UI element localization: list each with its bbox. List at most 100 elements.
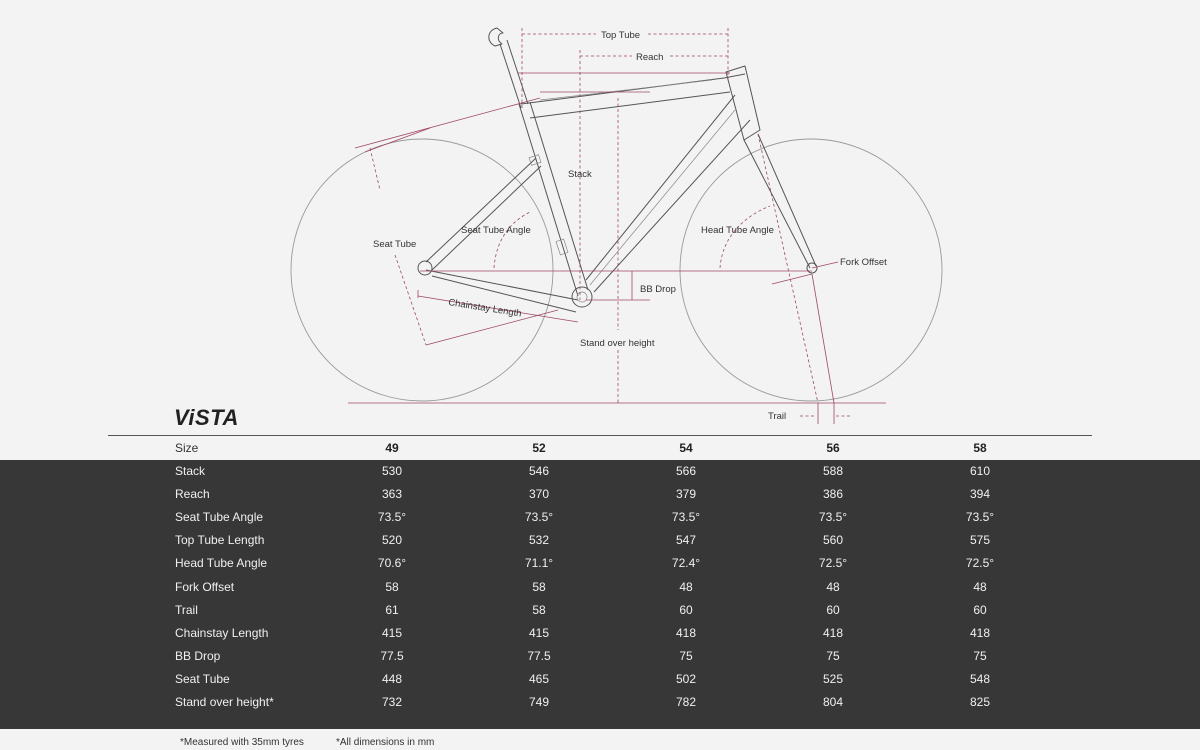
label-trail: Trail (768, 411, 786, 422)
table-row: Stand over height* 732 749 782 804 825 (0, 691, 1200, 714)
cell-value: 502 (675, 671, 697, 686)
footnote-units: *All dimensions in mm (336, 737, 435, 748)
cell-value: 548 (969, 671, 991, 686)
table-row: BB Drop 77.5 77.5 75 75 75 (0, 645, 1200, 668)
dimension-lines (354, 28, 852, 424)
table-row: Chainstay Length 415 415 418 418 418 (0, 622, 1200, 645)
label-stand-over-height: Stand over height (580, 338, 655, 349)
row-label: Seat Tube (175, 671, 230, 686)
header-size-56: 56 (826, 441, 840, 455)
geometry-table: Size 49 52 54 56 58 Stack 530 546 566 588 610… (0, 437, 1200, 730)
cell-value: 73.5° (965, 510, 995, 525)
cell-value: 415 (528, 625, 550, 640)
cell-value: 418 (675, 625, 697, 640)
table-row: Trail 61 58 60 60 60 (0, 599, 1200, 622)
table-row: Top Tube Length 520 532 547 560 575 (0, 529, 1200, 552)
geometry-diagram: Top Tube Reach Stack Seat Tube Seat Tube… (290, 27, 943, 424)
cell-value: 394 (969, 487, 991, 502)
cell-value: 804 (822, 695, 844, 710)
cell-value: 70.6° (377, 556, 407, 571)
label-reach: Reach (636, 52, 663, 63)
header-size-label: Size (175, 441, 199, 455)
cell-value: 61 (385, 602, 399, 617)
table-body: Stack 530 546 566 588 610 Reach 363 370 379 386 394… (0, 460, 1200, 730)
label-fork-offset: Fork Offset (840, 257, 887, 268)
row-label: Trail (175, 602, 198, 617)
cell-value: 465 (528, 671, 550, 686)
label-chainstay-length: Chainstay Length (448, 297, 523, 319)
cell-value: 560 (822, 533, 844, 548)
row-label: BB Drop (175, 648, 221, 663)
cell-value: 448 (381, 671, 403, 686)
cell-value: 77.5 (380, 648, 404, 663)
cell-value: 588 (822, 464, 844, 479)
cell-value: 77.5 (527, 648, 551, 663)
cell-value: 418 (969, 625, 991, 640)
row-label: Fork Offset (175, 579, 235, 594)
table-header-row: Size 49 52 54 56 58 (0, 437, 1200, 461)
cell-value: 415 (381, 625, 403, 640)
cell-value: 73.5° (671, 510, 701, 525)
cell-value: 75 (826, 648, 840, 663)
label-seat-tube: Seat Tube (373, 239, 416, 250)
header-size-54: 54 (679, 441, 693, 455)
table-row: Reach 363 370 379 386 394 (0, 483, 1200, 506)
table-row: Seat Tube 448 465 502 525 548 (0, 668, 1200, 691)
row-label: Seat Tube Angle (175, 510, 264, 525)
cell-value: 418 (822, 625, 844, 640)
cell-value: 530 (381, 464, 403, 479)
cell-value: 547 (675, 533, 697, 548)
header-size-49: 49 (385, 441, 399, 455)
cell-value: 73.5° (818, 510, 848, 525)
cell-value: 749 (528, 695, 550, 710)
cell-value: 386 (822, 487, 844, 502)
cell-value: 370 (528, 487, 550, 502)
cell-value: 610 (969, 464, 991, 479)
cell-value: 72.5° (965, 556, 995, 571)
cell-value: 73.5° (524, 510, 554, 525)
cell-value: 71.1° (524, 556, 554, 571)
cell-value: 72.5° (818, 556, 848, 571)
cell-value: 525 (822, 671, 844, 686)
cell-value: 363 (381, 487, 403, 502)
bike-frame (417, 27, 818, 313)
label-bb-drop: BB Drop (640, 284, 676, 295)
cell-value: 58 (532, 602, 546, 617)
row-label: Top Tube Length (175, 533, 265, 548)
row-label: Stand over height* (175, 695, 274, 710)
cell-value: 73.5° (377, 510, 407, 525)
row-label: Chainstay Length (175, 625, 269, 640)
cell-value: 58 (532, 579, 546, 594)
label-stack: Stack (568, 169, 592, 180)
cell-value: 48 (973, 579, 987, 594)
cell-value: 48 (826, 579, 840, 594)
cell-value: 58 (385, 579, 399, 594)
rear-wheel (290, 138, 554, 402)
table-row: Head Tube Angle 70.6° 71.1° 72.4° 72.5° 72.5° (0, 552, 1200, 575)
cell-value: 60 (679, 602, 693, 617)
label-top-tube: Top Tube (601, 30, 640, 41)
divider (108, 435, 1092, 436)
row-label: Head Tube Angle (175, 556, 268, 571)
cell-value: 520 (381, 533, 403, 548)
table-row: Stack 530 546 566 588 610 (0, 460, 1200, 483)
front-wheel (679, 138, 943, 402)
cell-value: 48 (679, 579, 693, 594)
cell-value: 532 (528, 533, 550, 548)
cell-value: 72.4° (671, 556, 701, 571)
header-size-52: 52 (532, 441, 546, 455)
table-row: Seat Tube Angle 73.5° 73.5° 73.5° 73.5° 73.5° (0, 506, 1200, 529)
header-size-58: 58 (973, 441, 987, 455)
cell-value: 75 (973, 648, 987, 663)
cell-value: 825 (969, 695, 991, 710)
row-label: Stack (175, 464, 206, 479)
cell-value: 60 (826, 602, 840, 617)
cell-value: 575 (969, 533, 991, 548)
cell-value: 546 (528, 464, 550, 479)
cell-value: 782 (675, 695, 697, 710)
brand-logo: ViSTA (174, 405, 239, 430)
label-seat-tube-angle: Seat Tube Angle (461, 225, 531, 236)
row-label: Reach (175, 487, 210, 502)
cell-value: 379 (675, 487, 697, 502)
cell-value: 732 (381, 695, 403, 710)
